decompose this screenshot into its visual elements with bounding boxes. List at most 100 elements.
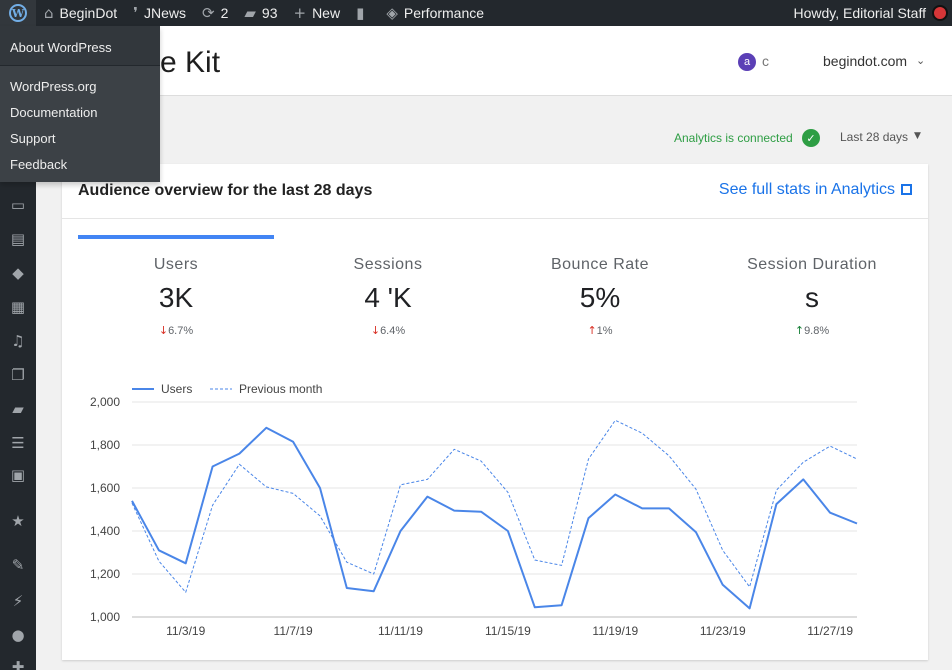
previous-month-series-line: [131, 419, 858, 593]
wordpress-logo-icon: W: [9, 4, 27, 22]
jnews-menu[interactable]: ❜ JNews: [125, 0, 194, 26]
account-menu[interactable]: Howdy, Editorial Staff: [785, 0, 952, 26]
updates-menu[interactable]: ⟳ 2: [194, 0, 236, 26]
audience-overview-card: Audience overview for the last 28 days S…: [62, 164, 928, 660]
metric-bounce-rate[interactable]: Bounce Rate 5% ↑1%: [494, 256, 706, 337]
metric-value: 3K: [158, 282, 194, 313]
admin-bar: W ⌂ BeginDot ❜ JNews ⟳ 2 ▰ 93 + New ▮ ◈ …: [0, 0, 952, 26]
users-icon[interactable]: ●: [11, 626, 25, 644]
copy-icon[interactable]: ❐: [11, 366, 25, 384]
metric-value: 4 'K: [364, 282, 412, 313]
jnews-icon: ❜: [133, 3, 138, 22]
y-tick-label: 2,000: [90, 395, 120, 409]
date-range-selector[interactable]: Last 28 days: [840, 130, 909, 144]
performance-menu[interactable]: ◈ Performance: [378, 0, 492, 26]
site-name-menu[interactable]: ⌂ BeginDot: [36, 0, 125, 26]
tag-icon[interactable]: ◆: [12, 264, 24, 282]
yoast-menu[interactable]: ▮: [348, 0, 378, 26]
metric-label: Sessions: [353, 256, 423, 273]
site-domain-selector[interactable]: begindot.com: [823, 53, 908, 69]
metric-change-value: 9.8%: [804, 325, 830, 337]
list-icon[interactable]: ☰: [11, 434, 25, 452]
wordpress-dropdown-menu: About WordPress WordPress.org Documentat…: [0, 26, 160, 182]
caret-down-icon[interactable]: ▼: [914, 131, 921, 141]
x-tick-label: 11/23/19: [700, 624, 746, 638]
metric-change: ↓6.7%: [70, 324, 282, 337]
arrow-up-icon: ↑: [794, 324, 805, 337]
wordpress-org-item[interactable]: WordPress.org: [10, 79, 97, 94]
metric-change: ↑9.8%: [706, 324, 918, 337]
x-tick-label: 11/27/19: [807, 624, 853, 638]
feedback-item[interactable]: Feedback: [10, 157, 68, 172]
appearance-icon[interactable]: ✎: [11, 556, 25, 574]
external-link-icon: [901, 184, 912, 195]
performance-label: Performance: [403, 5, 485, 21]
users-series-line: [131, 426, 858, 610]
metric-session-duration[interactable]: Session Duration s ↑9.8%: [706, 256, 918, 337]
metric-label: Users: [153, 256, 199, 273]
metric-change: ↑1%: [494, 324, 706, 337]
about-wordpress-item[interactable]: About WordPress: [0, 26, 160, 66]
legend-label: Users: [161, 382, 192, 396]
yoast-icon: ▮: [356, 3, 365, 22]
users-line-chart: 1,000 1,200 1,400 1,600 1,800 2,000 11/3/19 11/…: [90, 382, 858, 638]
comments-icon[interactable]: ▰: [12, 400, 24, 418]
legend-label: Previous month: [239, 382, 322, 396]
page-header: e Kit a c begindot.com ⌄: [36, 26, 952, 96]
calendar-icon[interactable]: ▦: [10, 298, 26, 316]
y-tick-label: 1,200: [90, 567, 120, 581]
metric-value: s: [805, 282, 819, 313]
user-avatar: [932, 5, 948, 21]
tools-icon[interactable]: ✚: [11, 658, 25, 670]
support-item[interactable]: Support: [10, 131, 56, 146]
analytics-connected-status: Analytics is connected: [674, 131, 793, 145]
account-name[interactable]: c: [762, 53, 769, 69]
documentation-item[interactable]: Documentation: [10, 105, 98, 120]
metric-change-value: 6.4%: [380, 325, 406, 337]
account-avatar[interactable]: a: [738, 53, 756, 71]
form-icon[interactable]: ▣: [10, 466, 26, 484]
site-name-label: BeginDot: [59, 5, 118, 21]
updates-count: 2: [220, 5, 229, 21]
comments-count: 93: [261, 5, 278, 21]
card-header: Audience overview for the last 28 days S…: [62, 164, 928, 219]
comments-menu[interactable]: ▰ 93: [236, 0, 285, 26]
arrow-up-icon: ↑: [587, 324, 597, 337]
x-tick-label: 11/7/19: [274, 624, 313, 638]
page-title: e Kit: [160, 46, 221, 79]
pages-icon[interactable]: ▤: [10, 230, 26, 248]
y-tick-label: 1,400: [90, 524, 120, 538]
metric-change-value: 6.7%: [168, 325, 194, 337]
active-tab-indicator: [78, 235, 274, 239]
wordpress-links: WordPress.org Documentation Support Feed…: [0, 66, 160, 182]
howdy-label: Howdy, Editorial Staff: [793, 5, 926, 21]
metric-label: Bounce Rate: [550, 256, 649, 273]
x-tick-label: 11/11/19: [378, 624, 423, 638]
plus-icon: +: [293, 3, 307, 22]
plugins-icon[interactable]: ⚡: [12, 592, 24, 610]
chevron-down-icon[interactable]: ⌄: [916, 54, 926, 67]
new-content-menu[interactable]: + New: [285, 0, 348, 26]
media-icon[interactable]: ▭: [10, 196, 26, 214]
card-title: Audience overview for the last 28 days: [78, 182, 373, 199]
metric-change-value: 1%: [596, 325, 613, 337]
updates-icon: ⟳: [201, 3, 215, 22]
media-library-icon[interactable]: ♫: [11, 332, 25, 350]
x-tick-label: 11/3/19: [166, 624, 205, 638]
x-tick-label: 11/19/19: [592, 624, 638, 638]
full-stats-label: See full stats in Analytics: [718, 181, 895, 198]
comment-icon: ▰: [244, 3, 256, 22]
x-tick-label: 11/15/19: [485, 624, 531, 638]
metric-label: Session Duration: [747, 256, 877, 273]
wordpress-logo-menu[interactable]: W: [0, 0, 36, 26]
metric-change: ↓6.4%: [282, 324, 494, 337]
metric-users[interactable]: Users 3K ↓6.7%: [70, 256, 282, 337]
full-stats-link[interactable]: See full stats in Analytics: [719, 181, 912, 199]
performance-icon: ◈: [386, 3, 398, 22]
check-icon: ✓: [802, 129, 820, 147]
home-icon: ⌂: [44, 3, 54, 22]
metric-sessions[interactable]: Sessions 4 'K ↓6.4%: [282, 256, 494, 337]
star-icon[interactable]: ★: [11, 512, 25, 530]
y-tick-label: 1,600: [90, 481, 120, 495]
y-tick-label: 1,800: [90, 438, 120, 452]
